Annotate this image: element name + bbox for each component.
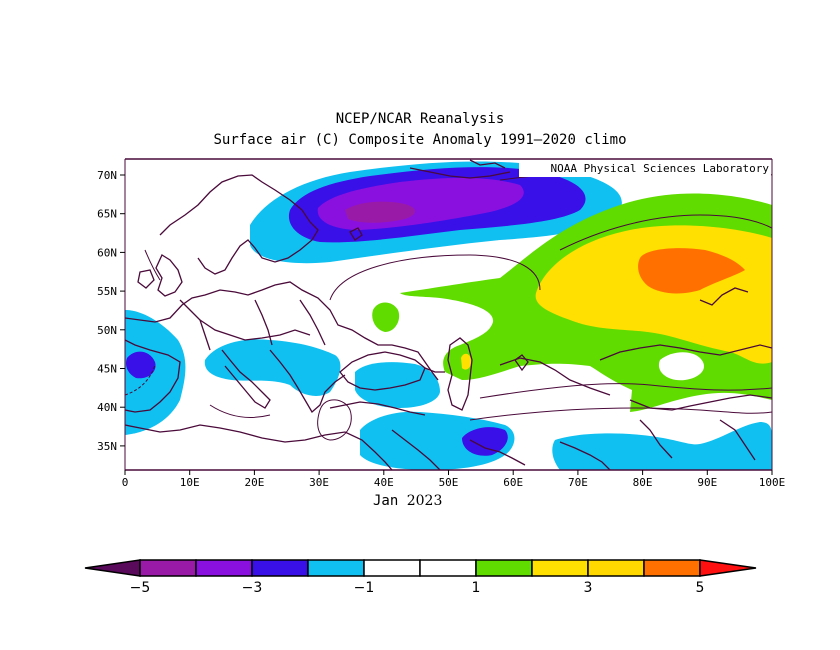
lake-ladoga	[349, 227, 363, 241]
colorbar-label: 1	[472, 580, 481, 596]
border-europe-4	[299, 299, 326, 346]
lon-label: 60E	[503, 476, 523, 489]
colorbar-label: 3	[584, 580, 593, 596]
colorbar-label: −3	[242, 580, 263, 596]
cold-anomaly-black-sea	[355, 362, 440, 408]
warm-anomaly-orange	[638, 248, 745, 294]
lon-label: 80E	[633, 476, 653, 489]
lon-label: 20E	[244, 476, 264, 489]
longitude-axis: 0 10E 20E 30E 40E 50E 60E 70E 80E 90E 100E	[122, 470, 786, 489]
border-asia-6	[719, 419, 756, 461]
coastline-ireland	[137, 269, 155, 289]
lon-label: 90E	[697, 476, 717, 489]
coastline-persian-gulf	[469, 439, 526, 466]
colorbar-swatch	[363, 559, 421, 577]
lon-label: 50E	[439, 476, 459, 489]
border-asia-5	[639, 419, 673, 459]
colorbar-arrow-right	[699, 559, 757, 577]
warm-anomaly-green-small	[372, 302, 400, 332]
coastline-black-sea	[339, 351, 426, 391]
colorbar-label: −1	[354, 580, 375, 596]
period-month: Jan	[373, 493, 399, 509]
period-label: Jan 2023	[373, 493, 442, 509]
coastline-mediterranean-south	[125, 424, 393, 470]
lat-label: 35N	[97, 440, 117, 453]
coastline-italy	[221, 349, 271, 409]
colorbar-label: 5	[696, 580, 705, 596]
lat-label: 50N	[97, 324, 117, 337]
coastlines	[125, 159, 772, 470]
warm-anomaly-spot	[461, 353, 472, 370]
colorbar-swatch	[531, 559, 589, 577]
colorbar-swatch	[195, 559, 253, 577]
lat-label: 40N	[97, 401, 117, 414]
credit-label: NOAA Physical Sciences Laboratory	[519, 160, 771, 177]
colorbar: −5 −3 −1 1 3 5	[84, 559, 757, 596]
contour-line	[329, 254, 541, 301]
border-europe-3	[254, 299, 273, 346]
lake-aral	[514, 354, 529, 372]
colorbar-swatch	[307, 559, 365, 577]
colorbar-label: −5	[130, 580, 151, 596]
colorbar-swatch	[643, 559, 701, 577]
coastline-caspian	[447, 337, 473, 411]
border-europe-1	[199, 319, 311, 341]
cold-anomaly-south-asia	[552, 422, 772, 470]
border-asia-3	[629, 394, 772, 411]
coastline-arctic	[409, 167, 511, 179]
lat-label: 60N	[97, 246, 117, 259]
lon-label: 40E	[374, 476, 394, 489]
colorbar-swatch	[475, 559, 533, 577]
contour-line	[125, 364, 156, 396]
coastline-uk	[155, 254, 183, 297]
contour-line	[144, 249, 161, 281]
border-europe-2	[179, 299, 211, 351]
coastline-scandinavia	[159, 174, 319, 275]
period-year: 2023	[406, 493, 443, 509]
cold-anomaly-iberia	[125, 310, 186, 435]
lon-label: 70E	[568, 476, 588, 489]
cold-anomaly-iran-core	[462, 427, 508, 456]
coastline-turkey	[329, 401, 426, 416]
title-line-2: Surface air (C) Composite Anomaly 1991–2…	[213, 132, 627, 148]
lat-label: 55N	[97, 285, 117, 298]
coastline-arctic-2	[469, 159, 506, 169]
cold-anomaly-iberia-core	[126, 351, 156, 379]
coastline-balkans-greece	[269, 349, 346, 414]
border-asia-1	[499, 357, 611, 396]
cold-anomaly-balkans	[204, 339, 341, 396]
cold-anomaly-middle-east	[360, 411, 515, 470]
border-asia-4	[699, 287, 749, 306]
neutral-pocket	[658, 352, 705, 381]
colorbar-arrow-left	[84, 559, 141, 577]
contour-line	[317, 399, 352, 441]
coastline-iberia	[125, 339, 181, 413]
coastline-india	[559, 441, 611, 470]
lat-label: 65N	[97, 208, 117, 221]
cold-anomaly-north-core	[345, 201, 416, 223]
contour-line	[209, 404, 271, 419]
colorbar-swatch	[587, 559, 645, 577]
coastline-arabia	[391, 429, 441, 470]
contour-line	[559, 214, 772, 251]
lon-label: 0	[122, 476, 129, 489]
lon-label: 30E	[309, 476, 329, 489]
colorbar-swatch	[139, 559, 197, 577]
contour-line	[469, 407, 772, 421]
border-asia-2	[599, 344, 772, 361]
lat-label: 70N	[97, 169, 117, 182]
colorbar-swatch	[251, 559, 309, 577]
title-line-1: NCEP/NCAR Reanalysis	[335, 111, 505, 127]
lon-label: 100E	[759, 476, 786, 489]
contour-line	[479, 383, 772, 399]
lon-label: 10E	[180, 476, 200, 489]
lat-label: 45N	[97, 363, 117, 376]
border-caucasus	[424, 367, 445, 373]
colorbar-swatch	[419, 559, 477, 577]
map-fields	[125, 161, 772, 470]
latitude-axis: 70N 65N 60N 55N 50N 45N 40N 35N	[97, 169, 125, 453]
